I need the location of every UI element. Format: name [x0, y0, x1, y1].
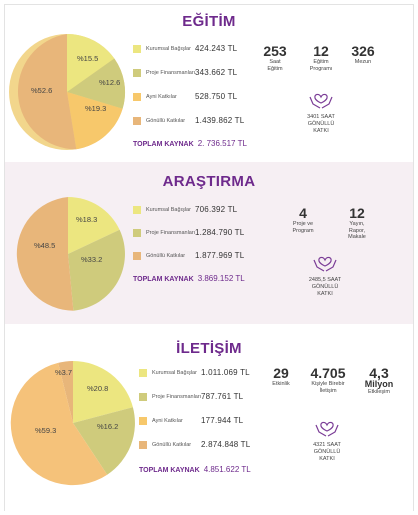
legend-name: Proje Finansmanları [152, 394, 202, 400]
egitim-pct-4: %52.6 [31, 86, 52, 95]
egitim-volunteer: 3401 SAAT GÖNÜLLÜ KATKI [307, 114, 335, 134]
egitim-slice-ayni [67, 92, 123, 150]
swatch-tan [133, 117, 141, 125]
iletisim-pct-4: %59.3 [35, 426, 56, 435]
egitim-stat-2: 12 Eğitim Programı [309, 43, 333, 72]
swatch-tan [139, 441, 147, 449]
iletisim-pct-2: %20.8 [87, 384, 108, 393]
total-value: 3.869.152 TL [197, 274, 245, 283]
arastirma-pct-1: %18.3 [76, 215, 97, 224]
swatch-olive [133, 69, 141, 77]
egitim-slice-proje [67, 58, 126, 109]
iletisim-pct-3: %16.2 [97, 422, 118, 431]
egitim-title: EĞİTİM [182, 13, 236, 30]
legend-item: Proje Finansmanları 343.662 TL [133, 68, 273, 78]
egitim-section: EĞİTİM %15.5 %12.6 %19.3 %52.6 Kurumsal … [5, 5, 413, 160]
arastirma-title: ARAŞTIRMA [162, 173, 256, 190]
legend-item: Gönüllü Katkılar 1.439.862 TL [133, 116, 273, 126]
heart-hands-icon [309, 93, 333, 109]
legend-value: 1.439.862 TL [195, 116, 245, 125]
total-label: TOPLAM KAYNAK [139, 467, 200, 474]
iletisim-pct-1: %3.7 [55, 368, 72, 377]
infographic-page: EĞİTİM %15.5 %12.6 %19.3 %52.6 Kurumsal … [4, 4, 414, 511]
legend-item: Ayni Katkılar 177.944 TL [139, 416, 279, 426]
arastirma-pie-chart: %18.3 %33.2 %48.5 [16, 197, 125, 311]
legend-item: Gönüllü Katkılar 2.874.848 TL [139, 440, 279, 450]
egitim-pct-1: %15.5 [77, 54, 98, 63]
egitim-slice-kurumsal [67, 34, 115, 92]
arastirma-pct-3: %48.5 [34, 241, 55, 250]
legend-value: 343.662 TL [195, 68, 238, 77]
arastirma-pct-2: %33.2 [81, 255, 102, 264]
legend-item: Kurumsal Bağışlar 1.011.069 TL [139, 368, 279, 378]
legend-item: Ayni Katkılar 528.750 TL [133, 92, 273, 102]
total-label: TOPLAM KAYNAK [133, 141, 194, 148]
arastirma-slice-gonullu [16, 197, 74, 311]
legend-name: Gönüllü Katkılar [146, 118, 186, 124]
arastirma-stat-2: 12 Yayın, Rapor, Makale [348, 205, 366, 240]
legend-name: Kurumsal Bağışlar [146, 207, 191, 213]
iletisim-pie-chart: %3.7 %20.8 %16.2 %59.3 [10, 361, 135, 486]
iletisim-slice-gonullu [10, 362, 108, 486]
iletisim-section: İLETİŞİM %3.7 %20.8 %16.2 %59.3 Kurumsal… [5, 327, 413, 511]
legend-name: Proje Finansmanları [146, 70, 196, 76]
legend-name: Gönüllü Katkılar [152, 442, 192, 448]
iletisim-total: TOPLAM KAYNAK 4.851.622 TL [139, 465, 251, 474]
iletisim-slice-ayni [58, 361, 73, 423]
iletisim-stat-2: 4.705 Kişiyle Birebir İletişim [310, 365, 346, 394]
arastirma-stat-1: 4 Proje ve Program [292, 205, 314, 234]
egitim-total: TOPLAM KAYNAK 2. 736.517 TL [133, 139, 247, 148]
legend-value: 1.284.790 TL [195, 228, 245, 237]
legend-item: Kurumsal Bağışlar 424.243 TL [133, 44, 273, 54]
heart-hands-icon [315, 421, 339, 437]
legend-item: Gönüllü Katkılar 1.877.969 TL [133, 251, 273, 261]
egitim-pie-chart: %15.5 %12.6 %19.3 %52.6 [9, 34, 126, 150]
legend-name: Gönüllü Katkılar [146, 253, 186, 259]
legend-name: Ayni Katkılar [152, 418, 183, 424]
swatch-yellow [133, 206, 141, 214]
iletisim-slice-proje [73, 407, 135, 475]
iletisim-stat-3: 4,3 Milyon Etkileşim [364, 365, 394, 395]
legend-value: 177.944 TL [201, 416, 244, 425]
arastirma-section: ARAŞTIRMA %18.3 %33.2 %48.5 Kurumsal Bağ… [5, 162, 413, 324]
swatch-orange [139, 417, 147, 425]
legend-name: Kurumsal Bağışlar [152, 370, 197, 376]
egitim-stat-3: 326 Mezun [351, 43, 375, 65]
total-value: 2. 736.517 TL [197, 139, 247, 148]
swatch-orange [133, 93, 141, 101]
total-value: 4.851.622 TL [203, 465, 251, 474]
heart-hands-icon [313, 256, 337, 272]
iletisim-stat-1: 29 Etkinlik [272, 365, 290, 387]
iletisim-slice-kurumsal [73, 361, 133, 423]
swatch-yellow [133, 45, 141, 53]
egitim-stat-1: 253 Saat Eğitim [263, 43, 287, 72]
legend-value: 1.011.069 TL [201, 368, 250, 377]
egitim-pct-2: %12.6 [99, 78, 120, 87]
legend-item: Proje Finansmanları 1.284.790 TL [133, 228, 273, 238]
legend-name: Proje Finansmanları [146, 230, 196, 236]
legend-name: Ayni Katkılar [146, 94, 177, 100]
legend-value: 706.392 TL [195, 205, 238, 214]
swatch-olive [139, 393, 147, 401]
legend-name: Kurumsal Bağışlar [146, 46, 191, 52]
iletisim-volunteer: 4321 SAAT GÖNÜLLÜ KATKI [313, 442, 341, 462]
arastirma-slice-kurumsal [68, 197, 120, 254]
legend-value: 2.874.848 TL [201, 440, 251, 449]
swatch-yellow [139, 369, 147, 377]
egitim-slice-gonullu [17, 34, 77, 150]
arastirma-volunteer: 2485,5 SAAT GÖNÜLLÜ KATKI [308, 277, 342, 297]
legend-value: 1.877.969 TL [195, 251, 245, 260]
legend-item: Proje Finansmanları 787.761 TL [139, 392, 279, 402]
total-label: TOPLAM KAYNAK [133, 276, 194, 283]
swatch-tan [133, 252, 141, 260]
egitim-pct-3: %19.3 [85, 104, 106, 113]
arastirma-total: TOPLAM KAYNAK 3.869.152 TL [133, 274, 245, 283]
legend-value: 787.761 TL [201, 392, 244, 401]
legend-item: Kurumsal Bağışlar 706.392 TL [133, 205, 273, 215]
arastirma-slice-proje [68, 229, 125, 311]
legend-value: 424.243 TL [195, 44, 238, 53]
swatch-olive [133, 229, 141, 237]
iletisim-title: İLETİŞİM [176, 340, 242, 357]
legend-value: 528.750 TL [195, 92, 238, 101]
